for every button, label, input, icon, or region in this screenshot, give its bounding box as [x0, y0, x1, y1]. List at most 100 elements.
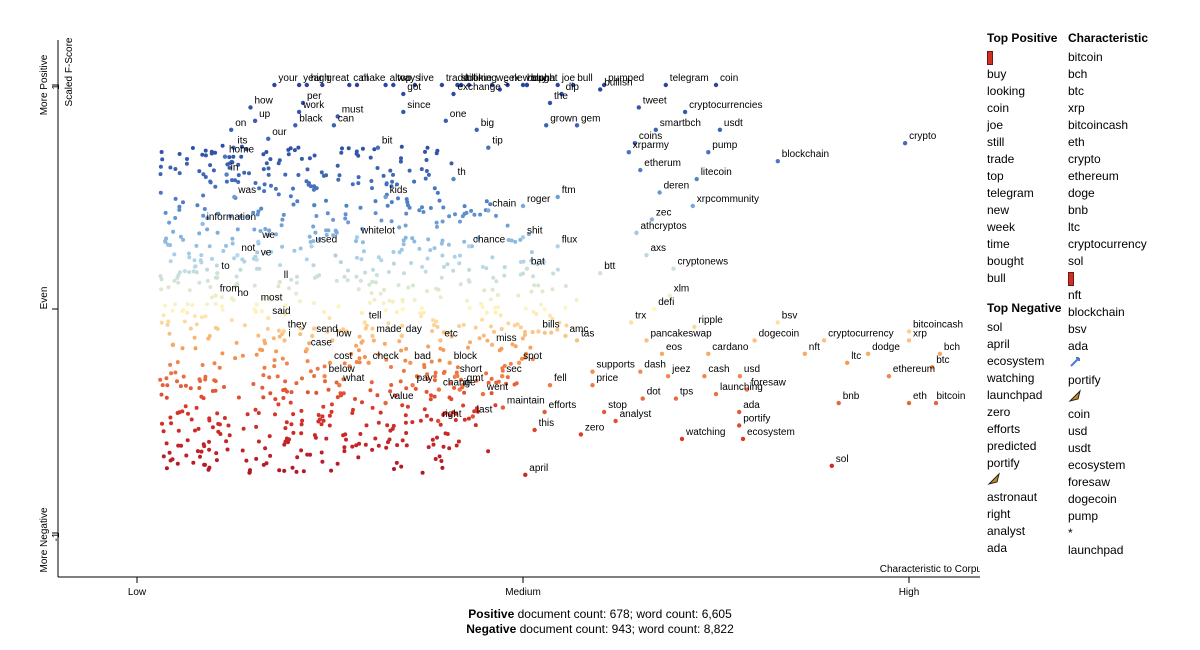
term-label[interactable]: s [504, 78, 509, 89]
term-point[interactable] [802, 351, 807, 356]
term-label[interactable]: xrparmy [633, 140, 669, 151]
term-label[interactable]: dot [647, 387, 661, 398]
term-label[interactable]: tas [581, 328, 594, 339]
term-point[interactable] [408, 360, 413, 365]
term-label[interactable]: must [342, 104, 364, 115]
term-point[interactable] [571, 82, 576, 88]
term-point[interactable] [370, 333, 375, 339]
term-point[interactable] [383, 400, 388, 406]
term-label[interactable]: price [597, 373, 619, 384]
term-label[interactable]: value [390, 391, 414, 402]
term-point[interactable] [601, 82, 607, 88]
term-point[interactable] [486, 208, 491, 213]
term-label[interactable]: dodge [872, 342, 900, 353]
term-point[interactable] [626, 150, 631, 155]
term-point[interactable] [578, 432, 584, 437]
term-point[interactable] [744, 387, 750, 392]
term-point[interactable] [690, 203, 695, 209]
term-point[interactable] [401, 109, 406, 115]
term-point[interactable] [399, 333, 404, 339]
term-point[interactable] [902, 141, 908, 146]
term-point[interactable] [555, 82, 560, 88]
term-label[interactable]: smartbch [660, 118, 701, 129]
term-label[interactable]: looking [465, 73, 497, 84]
term-label[interactable]: ecosystem [747, 427, 795, 438]
term-label[interactable]: bat [531, 257, 545, 268]
term-label[interactable]: new [512, 73, 531, 84]
term-label[interactable]: gem [581, 113, 600, 124]
term-point[interactable] [470, 414, 475, 419]
term-label[interactable]: stop [608, 400, 627, 411]
characteristic-item[interactable]: ada [1068, 339, 1089, 353]
term-point[interactable] [679, 436, 685, 442]
top-positive-item[interactable]: time [987, 237, 1010, 251]
term-point[interactable] [480, 391, 486, 397]
term-label[interactable]: litecoin [701, 167, 732, 178]
term-point[interactable] [213, 293, 218, 298]
term-label[interactable]: was [237, 185, 256, 196]
term-label[interactable]: our [272, 127, 287, 138]
term-point[interactable] [906, 329, 912, 334]
term-point[interactable] [459, 82, 464, 88]
characteristic-item[interactable]: * [1068, 526, 1073, 540]
top-negative-item[interactable]: analyst [987, 524, 1026, 538]
term-label[interactable]: its [238, 136, 248, 147]
term-point[interactable] [706, 150, 711, 155]
top-negative-item[interactable]: right [987, 507, 1011, 521]
term-point[interactable] [354, 82, 360, 88]
term-point[interactable] [520, 235, 526, 240]
term-point[interactable] [330, 338, 335, 343]
term-label[interactable]: etherum [644, 158, 681, 169]
term-point[interactable] [775, 320, 780, 325]
term-label[interactable]: ve [261, 248, 272, 259]
term-label[interactable]: per [307, 91, 322, 102]
term-label[interactable]: pump [712, 140, 737, 151]
term-point[interactable] [310, 333, 315, 339]
term-point[interactable] [327, 360, 333, 365]
term-point[interactable] [886, 374, 892, 379]
top-positive-item[interactable]: joe [987, 118, 1004, 132]
term-point[interactable] [653, 127, 658, 132]
term-point[interactable] [277, 279, 282, 285]
characteristic-item[interactable]: cryptocurrency [1068, 237, 1147, 251]
term-label[interactable]: live [419, 73, 434, 84]
term-label[interactable]: block [454, 351, 478, 362]
term-point[interactable] [401, 91, 406, 97]
term-label[interactable]: supports [597, 360, 635, 371]
term-label[interactable]: pay [417, 373, 433, 384]
term-label[interactable]: whitelot [360, 225, 395, 236]
term-label[interactable]: below [329, 364, 356, 375]
term-label[interactable]: telegram [670, 73, 709, 84]
term-point[interactable] [229, 127, 234, 132]
top-positive-item[interactable]: top [987, 169, 1004, 183]
term-point[interactable] [713, 82, 719, 88]
term-point[interactable] [505, 82, 510, 88]
term-label[interactable]: defi [658, 297, 674, 308]
term-label[interactable]: not [241, 243, 255, 254]
term-point[interactable] [248, 105, 253, 110]
term-label[interactable]: got [407, 82, 421, 93]
term-point[interactable] [598, 87, 603, 92]
term-point[interactable] [547, 100, 553, 106]
characteristic-item[interactable]: bitcoincash [1068, 118, 1129, 132]
term-label[interactable]: on [235, 118, 246, 129]
top-positive-item[interactable]: buy [987, 67, 1007, 81]
term-point[interactable] [460, 383, 465, 388]
term-label[interactable]: bit [382, 136, 393, 147]
term-point[interactable] [574, 123, 580, 128]
term-label[interactable]: ftm [562, 185, 576, 196]
characteristic-item[interactable]: launchpad [1068, 543, 1124, 557]
characteristic-item[interactable]: portify [1068, 373, 1101, 387]
term-label[interactable]: dogecoin [759, 328, 800, 339]
term-label[interactable]: make [361, 73, 386, 84]
term-label[interactable]: coins [639, 131, 662, 142]
term-label[interactable]: shit [527, 225, 543, 236]
term-point[interactable] [634, 230, 639, 235]
term-label[interactable]: bitcoincash [913, 319, 963, 330]
term-point[interactable] [224, 172, 229, 177]
term-point[interactable] [293, 123, 298, 128]
term-point[interactable] [256, 239, 261, 244]
term-point[interactable] [231, 297, 236, 303]
term-point[interactable] [296, 82, 302, 88]
characteristic-item[interactable]: sol [1068, 254, 1084, 268]
